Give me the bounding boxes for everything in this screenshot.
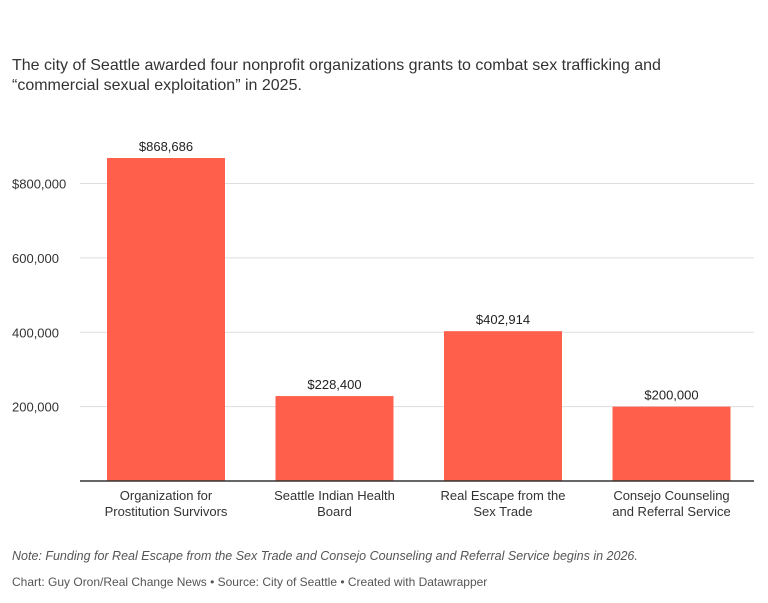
chart-credit: Chart: Guy Oron/Real Change News • Sourc…: [12, 575, 488, 589]
data-label: $200,000: [644, 388, 698, 403]
x-tick-label-line: Board: [317, 504, 352, 519]
data-label-halo: $200,000: [644, 388, 698, 403]
data-label: $228,400: [307, 377, 361, 392]
x-tick-label-line: Organization for: [120, 488, 213, 503]
x-tick-label: Seattle Indian Health Board: [274, 488, 395, 519]
x-tick-label-line: Prostitution Survivors: [105, 504, 228, 519]
y-tick-label: 400,000: [12, 325, 59, 340]
data-label-halo: $228,400: [307, 377, 361, 392]
x-tick-label-line: Real Escape from the: [440, 488, 565, 503]
x-tick-label: Organization for Prostitution Survivors: [105, 488, 228, 519]
y-axis-ticks: 200,000 400,000 600,000 $800,000: [12, 177, 66, 415]
x-tick-label-line: and Referral Service: [612, 504, 731, 519]
chart-title: The city of Seattle awarded four nonprof…: [12, 57, 661, 94]
bar: [612, 406, 731, 481]
data-label: $868,686: [139, 139, 193, 154]
y-tick-label: 200,000: [12, 400, 59, 415]
data-label-halo: $402,914: [476, 312, 530, 327]
bar: [107, 158, 225, 481]
y-tick-label: 600,000: [12, 251, 59, 266]
bar: [444, 331, 562, 481]
x-axis-labels: Organization for Prostitution Survivors Se…: [105, 488, 731, 519]
bar-chart: 200,000 400,000 600,000 $800,000 Organizati…: [12, 137, 754, 519]
data-label: $402,914: [476, 312, 530, 327]
x-tick-label: Consejo Counseling and Referral Service: [612, 488, 731, 519]
x-tick-label: Real Escape from the Sex Trade: [440, 488, 565, 519]
x-tick-label-line: Seattle Indian Health: [274, 488, 395, 503]
x-tick-label-line: Sex Trade: [473, 504, 532, 519]
chart-note: Note: Funding for Real Escape from the S…: [12, 549, 638, 563]
bars: [107, 158, 731, 481]
data-label-halo: $868,686: [139, 139, 193, 154]
x-tick-label-line: Consejo Counseling: [613, 488, 729, 503]
y-tick-label: $800,000: [12, 177, 66, 192]
data-labels: $868,686$868,686$228,400$228,400$402,914…: [137, 137, 701, 405]
bar: [275, 396, 394, 481]
